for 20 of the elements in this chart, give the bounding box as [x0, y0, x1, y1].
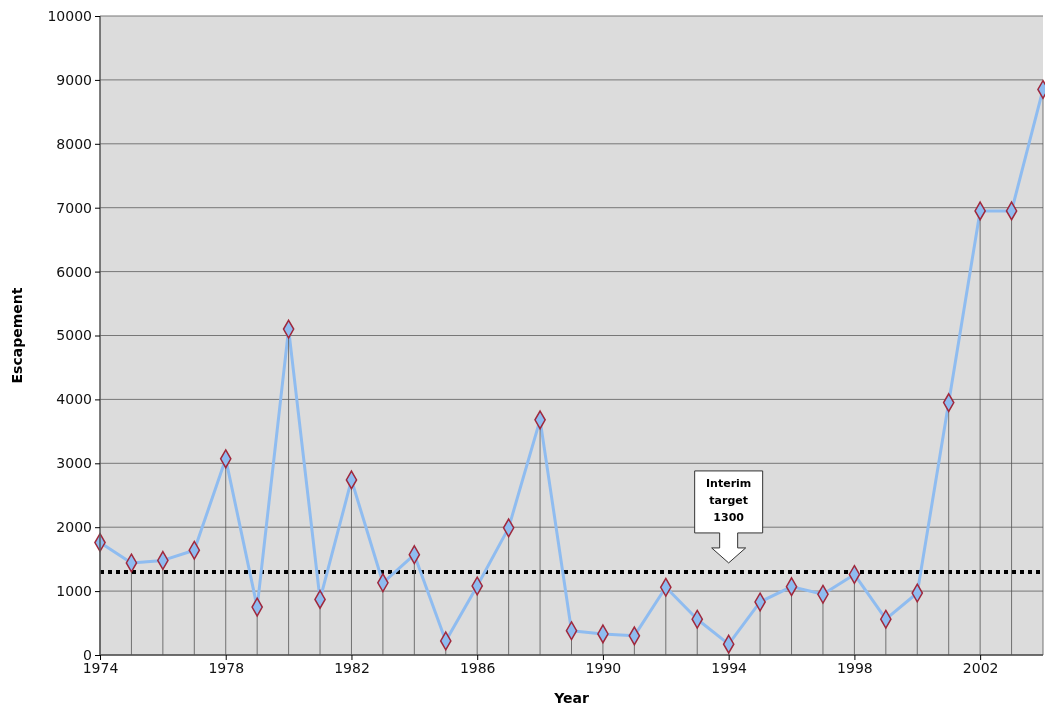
y-axis-title: Escapement: [9, 287, 25, 384]
y-tick-label: 10000: [47, 7, 92, 24]
x-tick-label: 1990: [585, 659, 622, 676]
x-tick-label: 2002: [962, 659, 999, 676]
y-tick-label: 5000: [56, 327, 92, 344]
y-tick-label: 7000: [56, 199, 92, 216]
y-tick-label: 4000: [56, 391, 92, 408]
y-tick-label: 8000: [56, 135, 92, 152]
x-tick-label: 1986: [459, 659, 496, 676]
x-tick-label: 1994: [711, 659, 748, 676]
y-tick-label: 6000: [56, 263, 92, 280]
y-tick-label: 2000: [56, 519, 92, 536]
x-tick-label: 1978: [208, 659, 245, 676]
x-axis-title: Year: [553, 690, 589, 706]
ref-line-label: Interim target 1300: [705, 475, 753, 526]
y-tick-label: 9000: [56, 71, 92, 88]
y-tick-label: 3000: [56, 455, 92, 472]
x-tick-label: 1998: [837, 659, 873, 676]
y-tick-label: 1000: [56, 583, 92, 600]
x-tick-label: 1982: [334, 659, 370, 676]
